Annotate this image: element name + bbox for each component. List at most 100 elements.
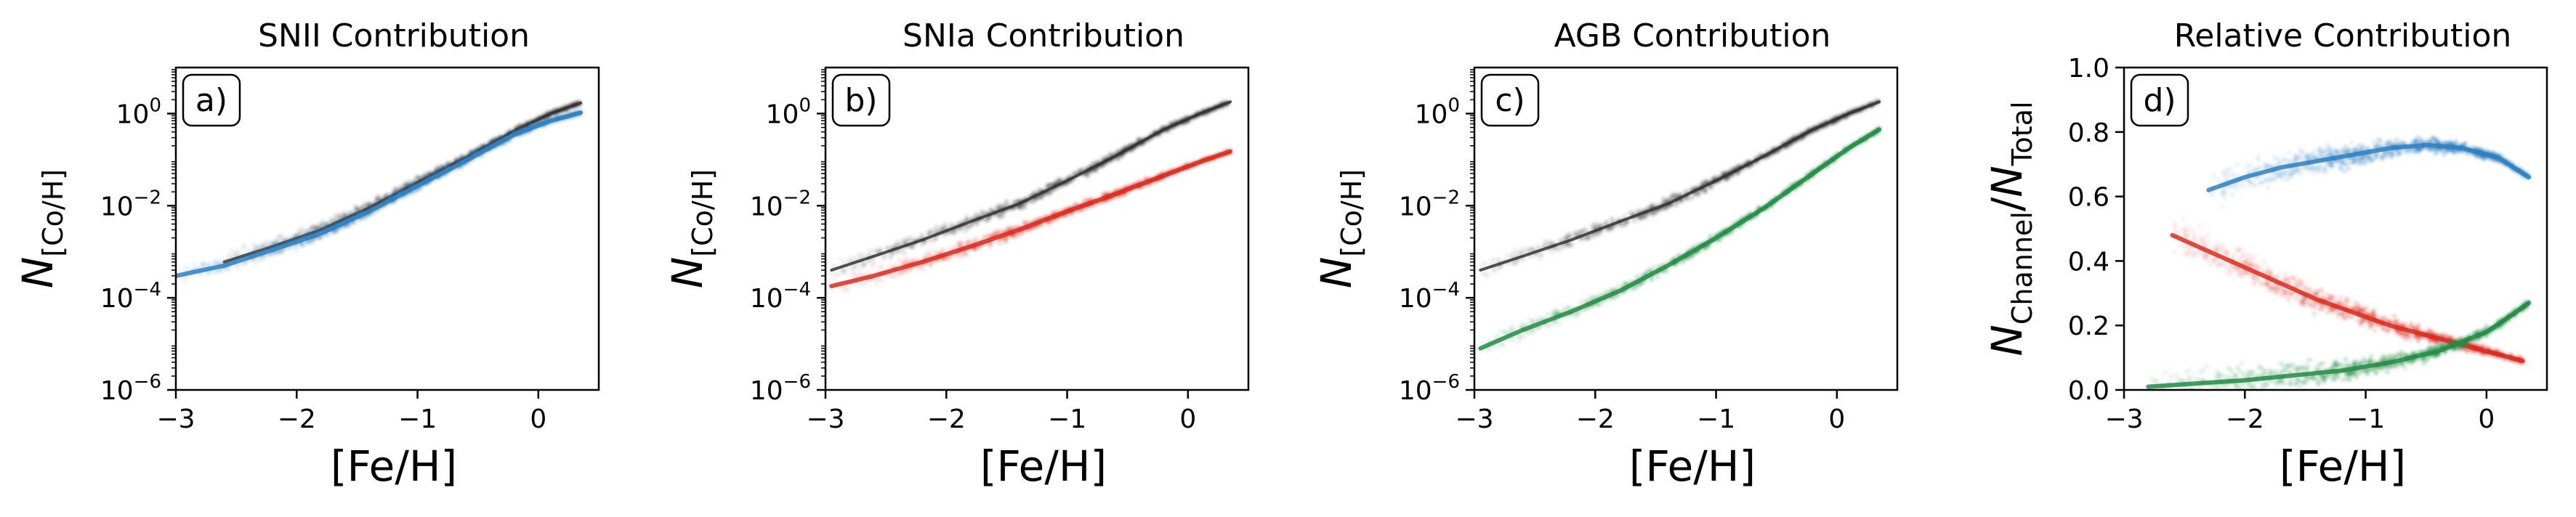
scatter-point — [243, 262, 246, 266]
scatter-point — [185, 266, 189, 270]
scatter-point — [1711, 176, 1716, 180]
scatter-point — [363, 203, 367, 206]
scatter-point — [945, 232, 949, 235]
scatter-point — [852, 274, 857, 278]
scatter-point — [1551, 251, 1554, 254]
scatter-point — [329, 217, 334, 221]
scatter-point — [933, 250, 937, 253]
scatter-point — [230, 255, 233, 258]
scatter-point — [920, 265, 924, 268]
scatter-point — [395, 190, 399, 194]
scatter-point — [435, 169, 439, 172]
scatter-point — [1022, 220, 1027, 224]
scatter-point — [258, 258, 262, 261]
scatter-point — [1577, 232, 1580, 235]
scatter-point — [1594, 224, 1599, 228]
scatter-point — [958, 227, 962, 232]
scatter-point — [1101, 192, 1105, 196]
scatter-point — [1492, 271, 1495, 274]
scatter-point — [1557, 239, 1561, 243]
scatter-point — [1072, 172, 1075, 176]
scatter-point — [839, 288, 844, 291]
scatter-point — [1700, 181, 1705, 185]
scatter-point — [1539, 253, 1543, 258]
scatter-point — [871, 261, 876, 264]
scatter-point — [830, 288, 833, 291]
scatter-point — [1558, 245, 1562, 250]
scatter-point — [1057, 179, 1060, 182]
scatter-point — [889, 274, 892, 277]
scatter-point — [1480, 262, 1483, 266]
scatter-point — [996, 213, 998, 216]
series-trace — [176, 110, 584, 278]
series-channel — [176, 110, 584, 284]
scatter-point — [334, 221, 336, 224]
scatter-point — [1056, 187, 1059, 190]
scatter-point — [1144, 176, 1148, 181]
scatter-point — [943, 226, 948, 230]
scatter-point — [1732, 221, 1735, 224]
scatter-point — [948, 248, 951, 252]
scatter-point — [830, 270, 834, 275]
x-axis-label: [Fe/H] — [331, 441, 457, 491]
scatter-point — [319, 235, 323, 240]
scatter-point — [908, 238, 912, 243]
scatter-point — [918, 266, 921, 270]
scatter-point — [230, 249, 233, 253]
scatter-point — [1022, 205, 1027, 209]
scatter-point — [1652, 203, 1655, 206]
scatter-point — [860, 256, 863, 258]
scatter-point — [868, 250, 872, 253]
scatter-point — [897, 240, 902, 244]
scatter-point — [886, 274, 889, 277]
scatter-point — [946, 256, 950, 261]
scatter-point — [852, 271, 857, 275]
scatter-point — [1109, 152, 1113, 157]
scatter-point — [841, 270, 845, 274]
scatter-point — [509, 129, 512, 132]
scatter-point — [283, 237, 288, 242]
panel-title: SNII Contribution — [258, 17, 530, 54]
scatter-point — [1070, 211, 1074, 216]
panel-b: SNIa Contribution −3 −2 −1 0 10−610−410−210… — [663, 17, 1250, 491]
scatter-point — [898, 250, 902, 253]
scatter-point — [1002, 214, 1005, 218]
scatter-point — [1492, 258, 1495, 261]
scatter-point — [1600, 222, 1604, 226]
scatter-point — [419, 187, 423, 191]
scatter-point — [1086, 206, 1089, 210]
scatter-point — [984, 236, 987, 239]
scatter-point — [304, 232, 308, 235]
scatter-point — [854, 256, 857, 260]
scatter-point — [1483, 261, 1487, 266]
scatter-point — [895, 243, 898, 247]
scatter-point — [909, 268, 913, 271]
y-tick-label: 10−2 — [750, 187, 811, 221]
scatter-point — [888, 264, 891, 268]
series-total — [1479, 99, 1881, 277]
scatter-point — [545, 111, 549, 114]
scatter-point — [323, 221, 328, 226]
scatter-point — [219, 269, 222, 274]
scatter-point — [832, 276, 836, 280]
scatter-point — [1623, 214, 1626, 218]
scatter-point — [261, 256, 265, 261]
scatter-point — [882, 248, 885, 251]
scatter-point — [1698, 191, 1702, 195]
scatter-point — [998, 215, 1002, 219]
scatter-point — [295, 237, 298, 240]
scatter-point — [1562, 245, 1565, 249]
scatter-point — [857, 265, 860, 269]
scatter-point — [976, 223, 980, 227]
scatter-point — [181, 277, 186, 282]
series-channel — [829, 149, 1233, 293]
scatter-point — [845, 288, 849, 292]
scatter-point — [927, 250, 931, 253]
scatter-point — [227, 256, 231, 259]
scatter-point — [1583, 227, 1586, 230]
scatter-point — [272, 243, 278, 247]
scatter-point — [842, 285, 847, 289]
scatter-point — [1513, 260, 1517, 264]
series-trace — [829, 149, 1233, 288]
